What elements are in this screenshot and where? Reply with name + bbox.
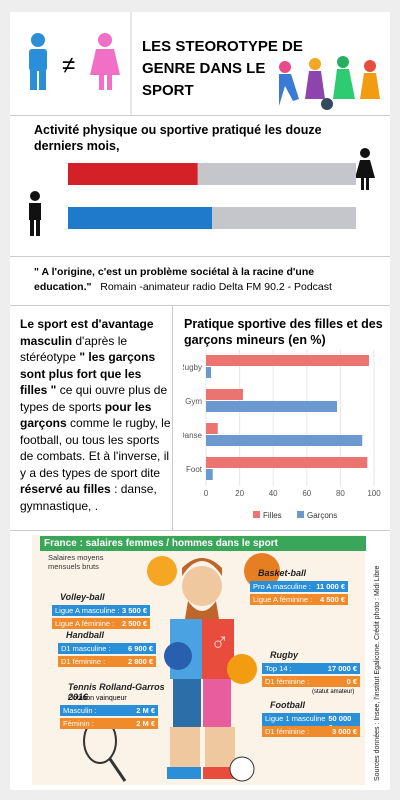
x-tick-label: 100 <box>367 489 381 498</box>
salary-amount: 17 000 € <box>327 664 357 673</box>
paragraph: Le sport est d'avantage masculin d'après… <box>20 316 172 514</box>
infographic-subtitle: Salaires moyens mensuels bruts <box>48 553 104 571</box>
divider <box>172 306 173 530</box>
split-section: Le sport est d'avantage masculin d'après… <box>10 306 390 531</box>
salary-amount: 0 € <box>346 677 357 686</box>
not-equal: ≠ <box>62 52 76 79</box>
salary-label: Ligue A féminine : <box>253 595 313 604</box>
text: ce qui ouvre plus de types de sports <box>20 383 168 414</box>
bar <box>206 355 369 366</box>
quote-text: " A l'origine, c'est un problème sociéta… <box>34 266 315 293</box>
bar <box>206 401 338 412</box>
salary-label: D1 féminine : <box>265 727 310 736</box>
salary-line: D1 féminine : 3 000 € <box>262 726 360 737</box>
text: : danse, gymnastique, . <box>20 482 157 513</box>
salary-label: Top 14 : <box>265 664 292 673</box>
salary-amount: 3 500 € <box>121 606 147 615</box>
activity-title: Activité physique ou sportive pratiqué l… <box>34 123 322 153</box>
header-title: LES STEOROTYPE DE GENRE DANS LE SPORT <box>142 38 303 99</box>
x-tick-label: 20 <box>235 489 244 498</box>
x-tick-label: 80 <box>336 489 345 498</box>
salary-label: Féminin : <box>63 719 94 728</box>
salary-line: Ligue A masculine :3 500 € <box>52 605 150 616</box>
sport-sub: Dotation vainqueur <box>68 695 127 702</box>
sport-name: Football <box>270 700 305 710</box>
salary-note: (statut amateur) <box>312 689 355 695</box>
legend-swatch <box>253 511 260 518</box>
infographic-art: ♂ <box>32 535 365 785</box>
text: comme le rugby, le football, ou tous les… <box>20 416 171 480</box>
salary-label: Pro A masculine : <box>253 582 311 591</box>
sport-name: Volley-ball <box>60 592 105 602</box>
salary-line: Féminin : 2 M € <box>60 718 158 729</box>
salary-amount: 3 000 € <box>331 727 357 736</box>
bar <box>206 435 363 446</box>
legend-label: Garçons <box>307 511 337 520</box>
salary-amount: 2 800 € <box>127 657 153 666</box>
salary-label: Masculin : <box>63 706 97 715</box>
infographic-title: France : salaires femmes / hommes dans l… <box>40 536 366 551</box>
y-tick-label: Danse <box>179 431 203 440</box>
activity-bars <box>29 148 375 236</box>
text: réservé au filles <box>20 482 111 496</box>
activity-section: Activité physique ou sportive pratiqué l… <box>10 116 390 257</box>
quote-section: " A l'origine, c'est un problème sociéta… <box>10 257 390 306</box>
sport-name: Handball <box>66 630 105 640</box>
salary-line: Masculin : 2 M € <box>60 705 158 716</box>
salary-line: D1 féminine : 0 € <box>262 676 360 687</box>
y-tick-label: Foot <box>186 465 203 474</box>
salary-amount: 2 M € <box>136 719 155 728</box>
salary-line: Top 14 : 17 000 € <box>262 663 360 674</box>
quote: " A l'origine, c'est un problème sociéta… <box>34 265 379 295</box>
salary-label: D1 féminine : <box>265 677 310 686</box>
text: d'après le stéréotype <box>20 333 128 365</box>
header: ≠ LES STEOROTYPE DE GENRE DANS LE SPORT <box>10 12 390 116</box>
legend-swatch <box>297 511 304 518</box>
svg-text:♂: ♂ <box>210 627 230 657</box>
bar <box>206 457 368 468</box>
y-tick-label: Rugby <box>179 363 202 372</box>
infographic: ♂ France : salaires femmes / hommes dans… <box>10 531 390 790</box>
sport-illustration <box>279 56 380 110</box>
salary-line: Ligue A féminine : 4 500 € <box>250 594 348 605</box>
gender-icons <box>29 12 132 115</box>
salary-label: Ligue A féminine : <box>55 619 115 628</box>
salary-line: D1 féminine : 2 800 € <box>58 656 156 667</box>
salary-label: D1 masculine : <box>61 644 111 653</box>
salary-line: Pro A masculine : 11 000 € <box>250 581 348 592</box>
salary-label: Ligue A masculine : <box>55 606 120 615</box>
salary-amount: 11 000 € <box>316 582 345 591</box>
bar <box>206 469 213 480</box>
text: " les garçons sont plus fort que les fil… <box>20 350 156 397</box>
bar <box>206 389 243 400</box>
salary-amount: 6 900 € <box>127 644 153 653</box>
bar <box>68 163 198 185</box>
salary-line: Ligue A féminine : 2 500 € <box>52 618 150 629</box>
x-tick-label: 40 <box>269 489 278 498</box>
salary-label: D1 féminine : <box>61 657 106 666</box>
sport-name: Tennis Rolland-Garros 2016 <box>68 682 165 702</box>
chart-title: Pratique sportive des filles et des garç… <box>184 317 383 347</box>
bar <box>206 423 218 434</box>
salary-amount: 2 M € <box>136 706 155 715</box>
credits: Sources données : Insee, l'institut Egal… <box>374 565 381 781</box>
x-tick-label: 0 <box>204 489 209 498</box>
sport-name: Rugby <box>270 650 298 660</box>
chart: 0 20 40 60 80 100 Rugby Gym Danse Foot Filles Garç… <box>179 350 381 520</box>
y-tick-label: Gym <box>185 397 202 406</box>
legend-label: Filles <box>263 511 282 520</box>
text: pour les garçons <box>20 399 152 431</box>
quote-author: Romain -animateur radio Delta FM 90.2 - … <box>100 281 332 293</box>
salary-amount: 4 500 € <box>319 595 345 604</box>
salary-amount: 2 500 € <box>121 619 147 628</box>
x-tick-label: 60 <box>302 489 311 498</box>
text: Le sport est d'avantage masculin <box>20 317 154 348</box>
sport-name: Basket-ball <box>258 568 307 578</box>
salary-line: D1 masculine : 6 900 € <box>58 643 156 654</box>
bar <box>206 367 212 378</box>
bar <box>68 207 212 229</box>
